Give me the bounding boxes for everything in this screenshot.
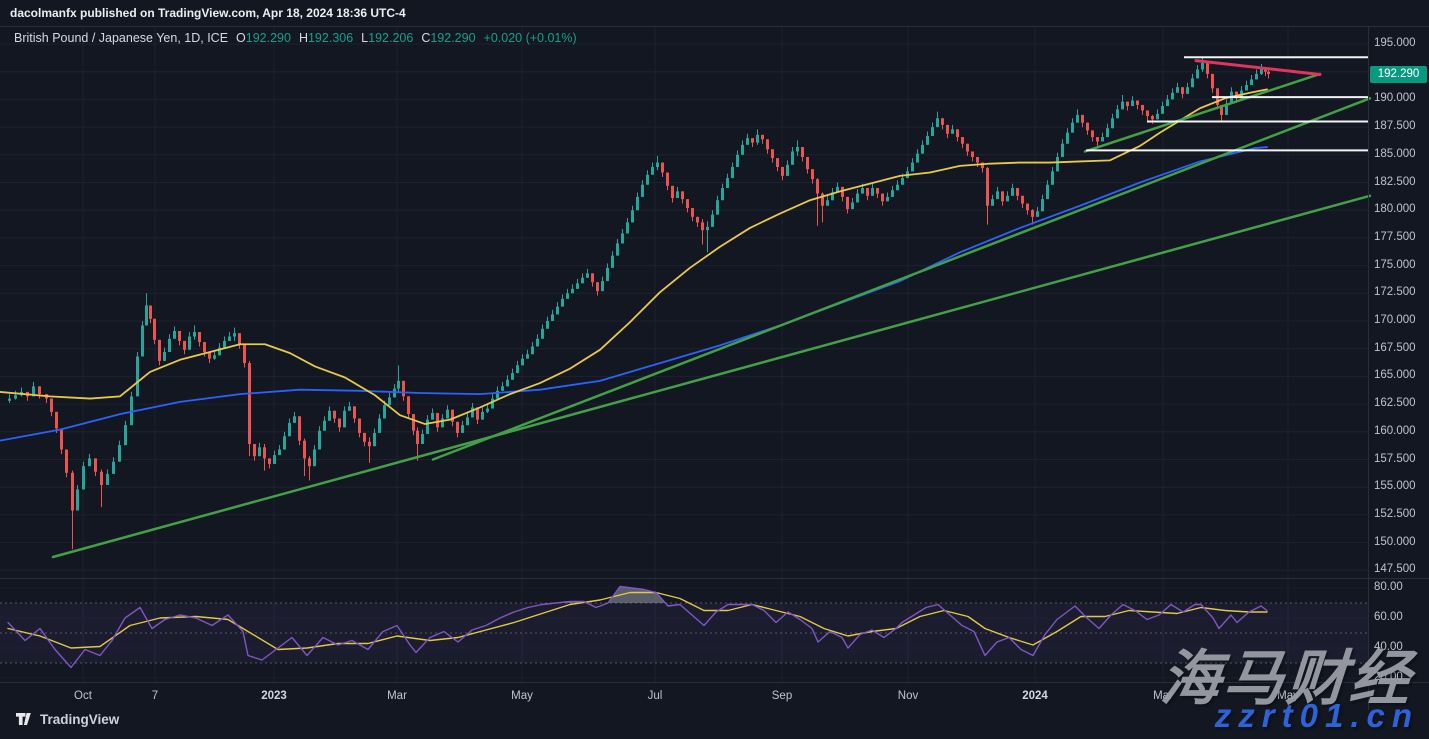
- time-axis-label: Nov: [897, 690, 919, 702]
- attribution-bar: dacolmanfx published on TradingView.com,…: [0, 0, 1429, 26]
- price-axis-label: 150.000: [1374, 535, 1416, 548]
- price-axis-label: 155.000: [1374, 480, 1416, 493]
- symbol-title[interactable]: British Pound / Japanese Yen, 1D, ICE: [14, 31, 229, 45]
- price-axis-label: 157.500: [1374, 452, 1416, 465]
- ohlc-value: 192.306: [307, 31, 354, 45]
- last-price-label: 192.290: [1370, 66, 1427, 83]
- price-axis-label: 165.000: [1374, 369, 1416, 382]
- price-axis-label: 162.500: [1374, 397, 1416, 410]
- tradingview-logo-text: TradingView: [40, 712, 120, 727]
- price-axis-label: 167.500: [1374, 341, 1416, 354]
- last-price-value: 192.290: [1377, 68, 1420, 80]
- time-axis-label: Mar: [1153, 690, 1173, 702]
- time-axis-label: Mar: [387, 690, 407, 702]
- attribution-text: dacolmanfx published on TradingView.com,…: [10, 6, 406, 20]
- rsi-axis-label: 80.00: [1374, 581, 1403, 593]
- price-axis-label: 177.500: [1374, 230, 1416, 243]
- ohlc-key: L: [361, 31, 369, 45]
- ohlc-values: O192.290 H192.306 L192.206 C192.290: [228, 31, 476, 45]
- price-axis-label: 175.000: [1374, 258, 1416, 271]
- price-axis-label: 147.500: [1374, 563, 1416, 576]
- ohlc-key: C: [421, 31, 431, 45]
- price-axis-label: 152.500: [1374, 507, 1416, 520]
- time-axis-label: Oct: [74, 690, 92, 702]
- time-axis-label: May: [1277, 690, 1299, 702]
- ohlc-key: O: [236, 31, 246, 45]
- time-axis-label: Jul: [647, 690, 663, 702]
- tradingview-logo-icon: [16, 712, 31, 725]
- price-axis-label: 172.500: [1374, 286, 1416, 299]
- ohlc-value: 192.290: [430, 31, 476, 45]
- rsi-axis-label: 40.00: [1374, 641, 1403, 653]
- rsi-axis-label: 60.00: [1374, 611, 1403, 623]
- price-axis-label: 182.500: [1374, 175, 1416, 188]
- time-axis-label: Sep: [771, 690, 793, 702]
- ohlc-key: H: [298, 31, 308, 45]
- ohlc-value: 192.290: [245, 31, 291, 45]
- watermark-site-url: zzrt01.cn: [1214, 697, 1419, 734]
- price-axis-label: 190.000: [1374, 92, 1416, 105]
- tradingview-logo[interactable]: TradingView: [16, 712, 119, 727]
- price-axis-label: 185.000: [1374, 147, 1416, 160]
- time-axis-label: May: [511, 690, 533, 702]
- time-axis-label: 2023: [261, 690, 287, 702]
- time-axis-label: 2024: [1022, 690, 1048, 702]
- price-axis-label: 160.000: [1374, 424, 1416, 437]
- ohlc-value: 192.206: [368, 31, 414, 45]
- price-axis-label: 170.000: [1374, 314, 1416, 326]
- change-value: +0.020 (+0.01%): [483, 31, 577, 45]
- price-axis-label: 195.000: [1374, 37, 1416, 49]
- time-axis-label: 7: [151, 690, 159, 702]
- symbol-legend[interactable]: British Pound / Japanese Yen, 1D, ICE O19…: [14, 31, 577, 45]
- price-axis-label: 187.500: [1374, 120, 1416, 133]
- rsi-axis-label: 20.00: [1374, 671, 1403, 683]
- price-axis-label: 180.000: [1374, 203, 1416, 216]
